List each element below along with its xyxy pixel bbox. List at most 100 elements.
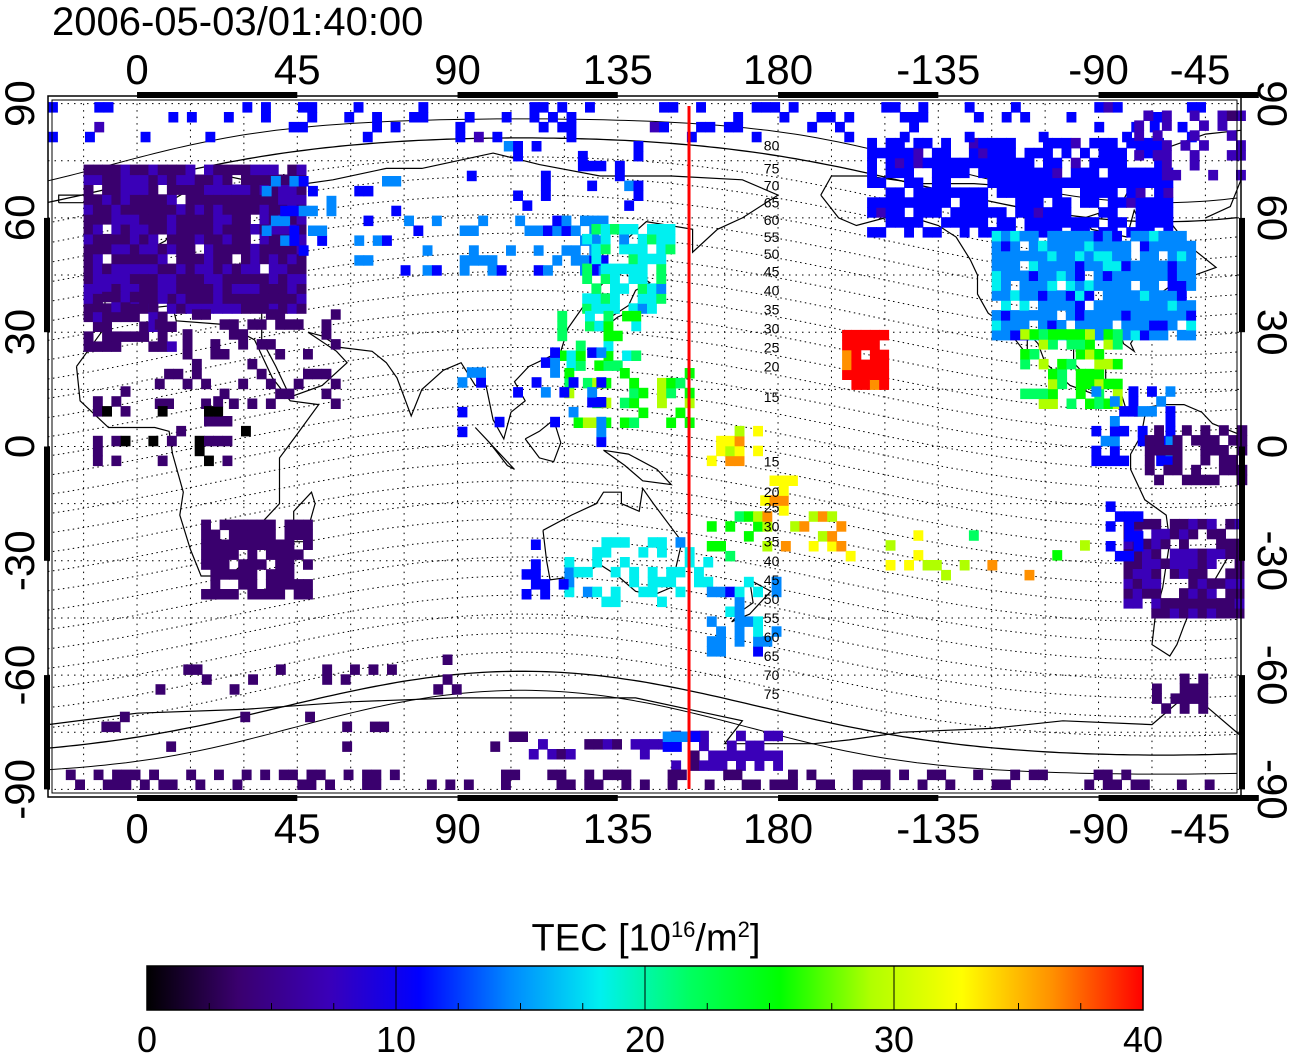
tec-cell	[287, 194, 298, 205]
tec-cell	[1160, 538, 1171, 550]
tec-cell	[1139, 280, 1150, 291]
tec-cell	[148, 321, 159, 332]
tec-cell	[734, 596, 745, 608]
tec-cell	[557, 320, 568, 332]
tec-cell	[1197, 548, 1208, 560]
tec-cell	[1200, 445, 1211, 456]
tec-cell	[656, 224, 667, 235]
magnetic-latitude-label: 50	[764, 591, 780, 607]
tec-cell	[1149, 329, 1159, 341]
tec-cell	[201, 529, 211, 541]
tec-cell	[418, 102, 429, 113]
tec-cell	[201, 519, 211, 531]
tec-cell	[1225, 548, 1236, 560]
tec-cell	[1109, 416, 1120, 427]
tec-cell	[1102, 260, 1113, 272]
tec-cell	[1061, 137, 1072, 149]
tec-cell	[745, 750, 756, 761]
tec-cell	[1123, 598, 1134, 609]
tec-cell	[1112, 250, 1122, 262]
tec-cell	[894, 207, 905, 218]
tec-cell	[222, 174, 233, 185]
tec-cell	[120, 253, 131, 265]
tec-cell	[75, 779, 85, 790]
tec-cell	[1112, 230, 1122, 242]
tec-cell	[1167, 250, 1178, 262]
tec-cell	[1167, 230, 1178, 242]
tec-cell	[1089, 167, 1100, 179]
tec-cell	[666, 576, 677, 588]
tec-cell	[157, 224, 168, 235]
tec-cell	[92, 214, 103, 225]
tec-cell	[250, 303, 261, 314]
tec-cell	[1179, 518, 1189, 530]
tec-cell	[1052, 550, 1063, 561]
tec-cell	[909, 112, 919, 123]
tec-cell	[1080, 540, 1090, 551]
tec-cell	[694, 566, 704, 578]
tec-cell	[213, 406, 224, 417]
tec-cell	[1048, 378, 1058, 390]
tec-cell	[842, 359, 852, 371]
tec-cell	[629, 417, 640, 428]
tec-cell	[656, 243, 667, 255]
tec-cell	[231, 233, 242, 245]
tec-cell	[876, 207, 887, 218]
tec-cell	[1169, 528, 1180, 540]
tec-cell	[558, 579, 569, 590]
tec-cell	[1057, 378, 1068, 390]
y-right-tick-label: 90	[1249, 80, 1292, 127]
tec-cell	[287, 243, 298, 255]
tec-cell	[1144, 137, 1155, 149]
y-right-tick-label: 60	[1249, 195, 1292, 242]
tec-cell	[247, 398, 258, 409]
tec-cell	[601, 537, 612, 548]
tec-cell	[342, 741, 353, 752]
tec-cell	[241, 769, 252, 781]
tec-cell	[540, 190, 551, 201]
tec-cell	[904, 197, 914, 208]
tec-cell	[270, 215, 281, 227]
tec-cell	[1089, 157, 1100, 169]
tec-cell	[241, 293, 251, 304]
tec-cell	[93, 769, 104, 781]
tec-cell	[194, 273, 205, 284]
tec-cell	[1093, 260, 1104, 272]
tec-cell	[48, 131, 58, 143]
tec-cell	[92, 194, 103, 205]
tec-cell	[278, 283, 288, 294]
tec-cell	[556, 769, 567, 781]
tec-cell	[637, 253, 648, 265]
tec-cell	[83, 263, 94, 275]
tec-cell	[241, 194, 251, 205]
tec-cell	[1057, 329, 1068, 340]
tec-cell	[573, 566, 584, 578]
tec-cell	[867, 167, 877, 179]
tec-cell	[1075, 240, 1085, 252]
tec-cell	[120, 263, 131, 275]
tec-cell	[827, 541, 838, 552]
tec-cell	[913, 217, 924, 228]
tec-cell	[83, 174, 94, 185]
tec-cell	[978, 167, 989, 179]
tec-cell	[1006, 147, 1016, 159]
tec-cell	[176, 253, 187, 265]
tec-cell	[879, 369, 890, 380]
tec-cell	[148, 273, 159, 284]
tec-cell	[629, 397, 640, 409]
tec-cell	[564, 566, 575, 578]
tec-cell	[619, 417, 630, 428]
tec-cell	[293, 378, 304, 390]
tec-cell	[909, 121, 919, 133]
tec-cell	[1154, 445, 1164, 456]
tec-cell	[973, 769, 984, 781]
tec-cell	[904, 217, 914, 228]
tec-cell	[231, 164, 242, 176]
tec-cell	[231, 303, 242, 314]
tec-cell	[259, 253, 270, 265]
tec-cell	[1176, 300, 1187, 311]
tec-cell	[657, 397, 667, 409]
tec-cell	[1186, 329, 1197, 341]
tec-cell	[1152, 683, 1162, 694]
tec-cell	[762, 521, 773, 532]
